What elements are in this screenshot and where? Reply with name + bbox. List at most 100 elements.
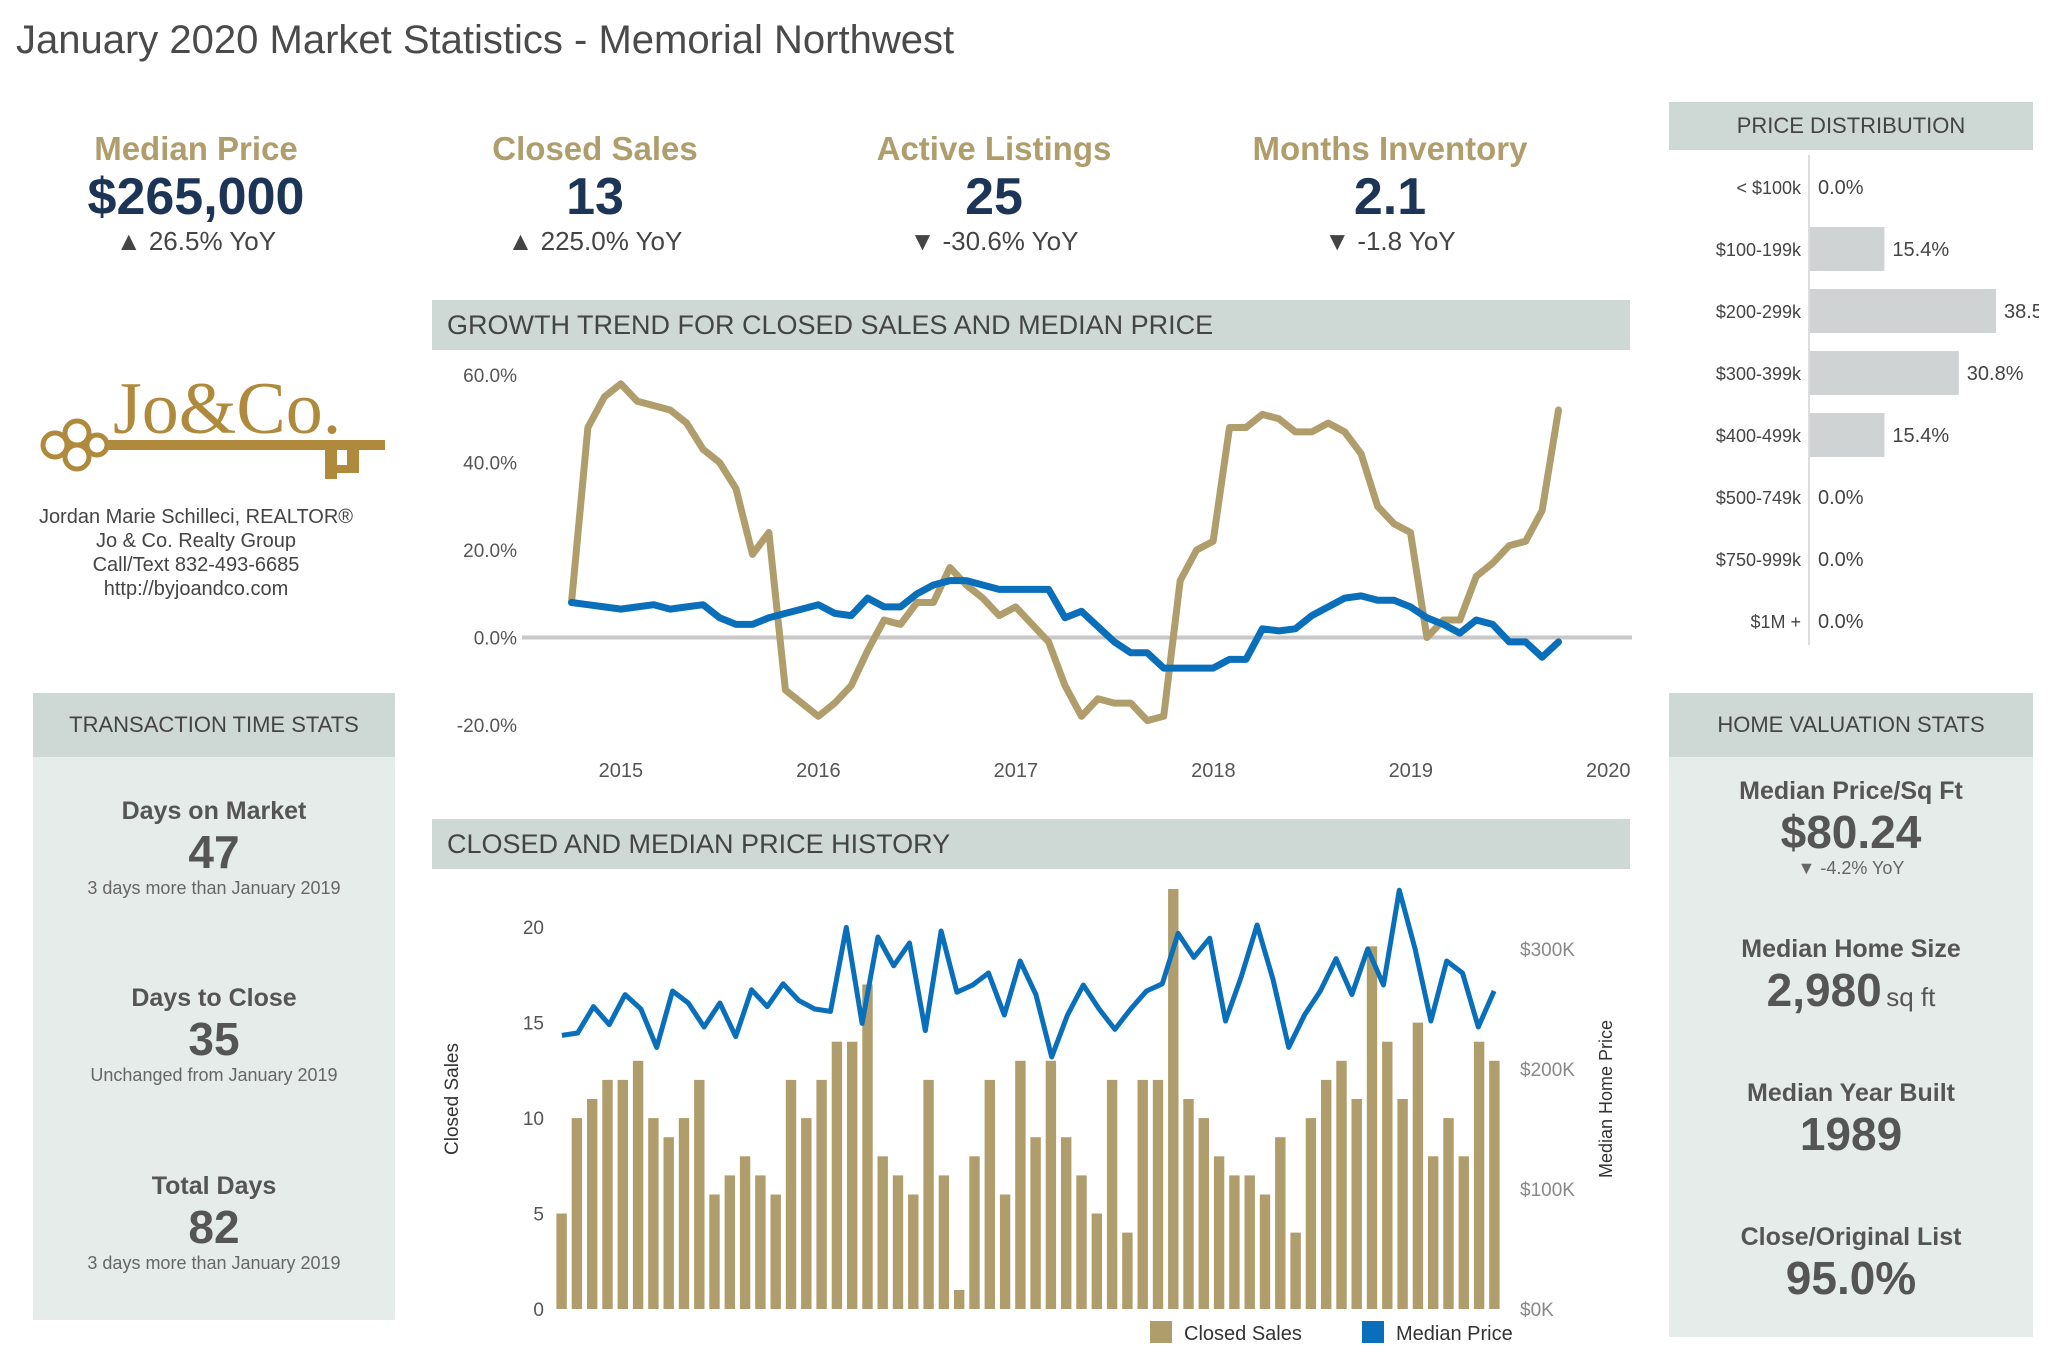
dist-value-label: 0.0% — [1818, 611, 1864, 633]
closed-sales-bar — [1489, 1060, 1500, 1309]
stat-unit: sq ft — [1886, 982, 1936, 1012]
closed-sales-growth-line — [568, 380, 1562, 725]
closed-sales-bar — [1213, 1156, 1225, 1309]
closed-sales-bar — [1091, 1213, 1102, 1309]
left-y-tick-label: 15 — [523, 1014, 544, 1035]
closed-sales-bar — [831, 1041, 843, 1309]
stat-label: Median Price/Sq Ft — [1739, 777, 1963, 805]
transaction-stats-header: TRANSACTION TIME STATS — [33, 693, 395, 757]
closed-sales-bar — [1473, 1041, 1485, 1309]
company-logo: Jo&Co. — [25, 365, 395, 495]
stat-median-home-size: Median Home Size 2,980 sq ft — [1669, 935, 2033, 1016]
right-axis-title: Median Home Price — [1596, 1020, 1616, 1178]
legend-swatch-median-price — [1362, 1321, 1384, 1343]
transaction-stats-title: TRANSACTION TIME STATS — [69, 712, 359, 737]
stat-days-on-market: Days on Market 47 3 days more than Janua… — [33, 797, 395, 899]
dist-category-label: $500-749k — [1716, 488, 1802, 508]
closed-sales-bar — [862, 984, 873, 1309]
dist-bar — [1810, 289, 1996, 333]
dist-category-label: $100-199k — [1716, 240, 1802, 260]
legend-label: Median Price — [1396, 1323, 1513, 1345]
left-y-tick-label: 10 — [523, 1109, 544, 1130]
closed-sales-bar — [709, 1194, 720, 1309]
x-tick-label: 2017 — [994, 760, 1039, 782]
closed-sales-bar — [785, 1079, 797, 1309]
dist-value-label: 15.4% — [1892, 425, 1949, 447]
closed-sales-bar — [1458, 1156, 1469, 1309]
right-y-tick-label: $300K — [1520, 940, 1575, 961]
left-axis-title: Closed Sales — [442, 1043, 463, 1155]
stat-value: 82 — [188, 1201, 240, 1253]
closed-sales-bar — [1366, 946, 1378, 1309]
y-tick-label: -20.0% — [457, 716, 517, 737]
closed-sales-bar — [694, 1079, 705, 1309]
closed-sales-bar — [984, 1079, 995, 1309]
closed-sales-bar — [587, 1099, 598, 1309]
agent-phone: Call/Text 832-493-6685 — [92, 554, 300, 576]
closed-sales-bar — [1122, 1232, 1133, 1309]
stat-note: Unchanged from January 2019 — [90, 1065, 338, 1085]
dist-category-label: $750-999k — [1716, 550, 1802, 570]
closed-sales-bar — [1275, 1137, 1286, 1309]
price-history-header: CLOSED AND MEDIAN PRICE HISTORY — [432, 819, 1630, 869]
kpi-change: ▼ -30.6% YoY — [909, 226, 1079, 256]
stat-note: 3 days more than January 2019 — [87, 878, 341, 898]
stat-median-year-built: Median Year Built 1989 — [1669, 1079, 2033, 1160]
closed-sales-bar — [663, 1137, 674, 1309]
key-logo-icon: Jo&Co. — [40, 368, 385, 479]
closed-sales-bar — [938, 1175, 950, 1309]
closed-sales-bar — [1030, 1137, 1041, 1309]
closed-sales-bar — [1428, 1156, 1439, 1309]
closed-sales-bar — [1412, 1022, 1424, 1309]
kpi-value: 25 — [965, 168, 1023, 226]
kpi-label: Months Inventory — [1252, 130, 1528, 167]
kpi-value: $265,000 — [87, 168, 305, 226]
closed-sales-bar — [954, 1289, 965, 1309]
stat-value: 35 — [188, 1013, 240, 1065]
dist-value-label: 0.0% — [1818, 487, 1864, 509]
kpi-label: Median Price — [94, 130, 298, 167]
stat-value: 95.0% — [1785, 1252, 1917, 1304]
closed-sales-bar — [632, 1060, 644, 1309]
closed-sales-bar — [1106, 1079, 1118, 1309]
closed-sales-bar — [1351, 1099, 1362, 1309]
legend-label: Closed Sales — [1184, 1323, 1302, 1345]
dist-value-label: 38.5% — [2004, 301, 2039, 323]
kpi-label: Active Listings — [876, 130, 1112, 167]
dist-value-label: 30.8% — [1967, 363, 2024, 385]
kpi-value: 13 — [566, 168, 624, 226]
x-tick-label: 2015 — [599, 760, 644, 782]
stat-total-days: Total Days 82 3 days more than January 2… — [33, 1172, 395, 1274]
closed-sales-bar — [602, 1079, 613, 1309]
closed-sales-bar — [969, 1156, 980, 1309]
closed-sales-bar — [1152, 1079, 1164, 1309]
closed-sales-bar — [1198, 1118, 1209, 1309]
x-tick-label: 2016 — [796, 760, 841, 782]
home-valuation-panel: Median Price/Sq Ft $80.24 ▼ -4.2% YoY Me… — [1669, 757, 2033, 1337]
y-tick-label: 60.0% — [463, 366, 517, 387]
right-y-tick-label: $100K — [1520, 1180, 1575, 1201]
right-y-tick-label: $0K — [1520, 1300, 1554, 1321]
closed-sales-bar — [1336, 1060, 1347, 1309]
closed-sales-bar — [739, 1156, 751, 1309]
closed-sales-bar — [571, 1118, 583, 1309]
x-tick-label: 2018 — [1191, 760, 1236, 782]
closed-sales-bar — [847, 1041, 858, 1309]
agent-website[interactable]: http://byjoandco.com — [103, 578, 289, 600]
kpi-value: 2.1 — [1353, 168, 1427, 226]
closed-sales-bar — [648, 1118, 659, 1309]
closed-sales-bar — [816, 1079, 827, 1309]
dist-category-label: < $100k — [1736, 178, 1802, 198]
kpi-label: Closed Sales — [492, 130, 698, 167]
left-y-tick-label: 20 — [523, 918, 544, 939]
dist-value-label: 15.4% — [1892, 239, 1949, 261]
x-tick-label: 2019 — [1389, 760, 1434, 782]
agent-name: Jordan Marie Schilleci, REALTOR® — [38, 506, 354, 528]
dist-category-label: $1M + — [1750, 612, 1801, 632]
closed-sales-bar — [617, 1079, 628, 1309]
growth-trend-header: GROWTH TREND FOR CLOSED SALES AND MEDIAN… — [432, 300, 1630, 350]
kpi-months-inventory: Months Inventory 2.1 ▼ -1.8 YoY — [1220, 130, 1560, 257]
stat-label: Median Home Size — [1741, 935, 1961, 963]
legend-swatch-closed-sales — [1150, 1321, 1172, 1343]
dist-bar — [1810, 351, 1959, 395]
